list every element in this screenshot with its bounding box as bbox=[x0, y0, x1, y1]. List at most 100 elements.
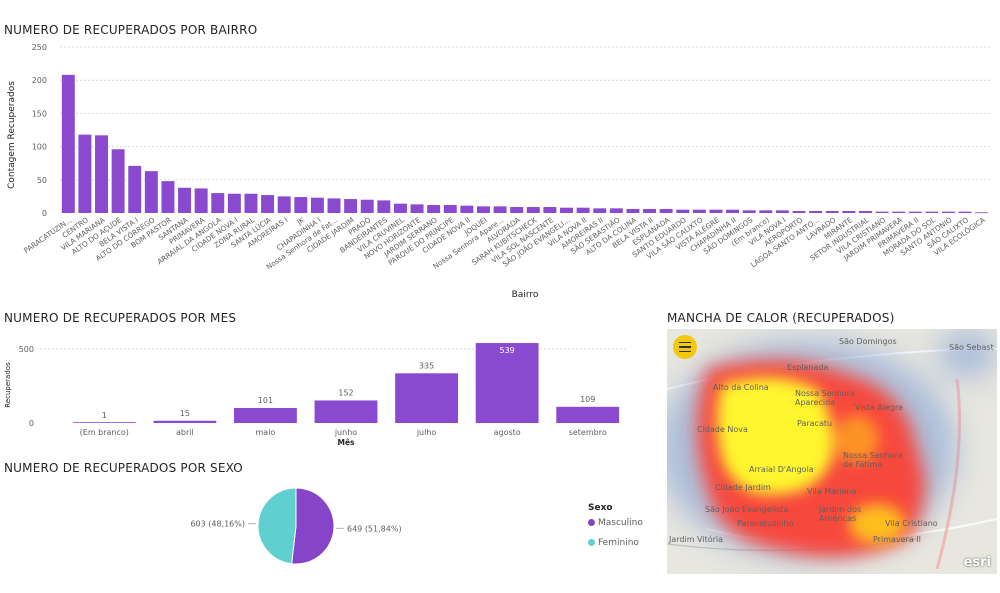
bar[interactable] bbox=[111, 149, 125, 213]
legend-dot-icon bbox=[588, 539, 595, 546]
map-label: Arraial D'Angola bbox=[749, 465, 814, 474]
bar[interactable] bbox=[942, 211, 955, 213]
esri-logo: esri bbox=[963, 555, 991, 570]
bar[interactable] bbox=[144, 171, 158, 213]
bar[interactable] bbox=[194, 188, 208, 213]
x-tick-label: junho bbox=[334, 428, 357, 437]
map-label: Cidade Nova bbox=[697, 425, 748, 434]
bar[interactable] bbox=[709, 209, 723, 213]
bar[interactable] bbox=[958, 211, 972, 213]
bar[interactable] bbox=[858, 211, 872, 213]
bar[interactable] bbox=[475, 343, 539, 423]
bar[interactable] bbox=[825, 211, 839, 213]
bar[interactable] bbox=[261, 195, 275, 213]
bar[interactable] bbox=[360, 199, 374, 213]
legend-label: Masculino bbox=[598, 518, 643, 528]
bar[interactable] bbox=[344, 199, 358, 213]
bar[interactable] bbox=[593, 208, 607, 213]
y-tick-label: 200 bbox=[32, 76, 47, 85]
bar[interactable] bbox=[477, 206, 490, 213]
bar[interactable] bbox=[510, 207, 524, 213]
bar[interactable] bbox=[560, 207, 573, 213]
legend-item-feminino[interactable]: Feminino bbox=[588, 538, 639, 548]
bar[interactable] bbox=[327, 198, 341, 213]
x-tick-label: (Em branco) bbox=[80, 428, 129, 437]
bar[interactable] bbox=[775, 210, 789, 213]
bar[interactable] bbox=[95, 135, 108, 213]
bar[interactable] bbox=[427, 205, 441, 213]
bar[interactable] bbox=[908, 211, 922, 213]
bar[interactable] bbox=[493, 206, 507, 213]
data-label: 101 bbox=[258, 396, 273, 405]
bar[interactable] bbox=[925, 211, 939, 213]
bar[interactable] bbox=[975, 212, 989, 214]
map-menu-button[interactable] bbox=[673, 335, 697, 359]
map-label: São João Evangelista bbox=[705, 505, 789, 514]
bar[interactable] bbox=[659, 209, 673, 213]
bar[interactable] bbox=[377, 200, 391, 213]
bar[interactable] bbox=[692, 209, 706, 213]
bar[interactable] bbox=[294, 197, 308, 213]
map-label: São Domingos bbox=[839, 337, 897, 346]
bairro-bar-chart[interactable]: 050100150200250PARACATUZIN...CENTROVILA … bbox=[0, 0, 1000, 300]
x-axis-title: Bairro bbox=[512, 290, 539, 300]
bar[interactable] bbox=[443, 205, 457, 213]
bar[interactable] bbox=[277, 196, 291, 213]
bar[interactable] bbox=[892, 211, 906, 213]
bar[interactable] bbox=[227, 193, 241, 213]
bar[interactable] bbox=[875, 211, 889, 213]
bar[interactable] bbox=[842, 211, 856, 213]
bar[interactable] bbox=[314, 400, 378, 423]
bar[interactable] bbox=[78, 134, 92, 213]
sexo-pie-chart[interactable]: 649 (51,84%) 603 (48,16%) bbox=[0, 478, 580, 588]
map-label: Esplanada bbox=[787, 363, 829, 372]
bar[interactable] bbox=[676, 209, 690, 213]
bar[interactable] bbox=[809, 211, 823, 213]
x-tick-label: maio bbox=[256, 428, 276, 437]
data-label: 109 bbox=[580, 395, 595, 404]
bar[interactable] bbox=[61, 74, 75, 213]
bar[interactable] bbox=[128, 165, 142, 213]
bar[interactable] bbox=[410, 204, 424, 213]
y-tick-label: 100 bbox=[32, 143, 47, 152]
bar[interactable] bbox=[526, 207, 540, 213]
x-tick-label: agosto bbox=[494, 428, 521, 437]
bar[interactable] bbox=[153, 420, 217, 423]
bar[interactable] bbox=[460, 205, 474, 213]
bar[interactable] bbox=[556, 406, 620, 423]
data-label: 335 bbox=[419, 361, 434, 370]
sexo-chart-title: NUMERO DE RECUPERADOS POR SEXO bbox=[4, 461, 243, 475]
pie-data-label: 603 (48,16%) bbox=[190, 520, 245, 529]
bar[interactable] bbox=[643, 209, 657, 213]
pie-slice-masculino[interactable] bbox=[291, 487, 335, 565]
bar[interactable] bbox=[576, 207, 590, 213]
bar[interactable] bbox=[72, 422, 136, 423]
bar[interactable] bbox=[609, 208, 623, 213]
bar[interactable] bbox=[234, 408, 297, 423]
x-tick-label: setembro bbox=[569, 428, 607, 437]
map-label: Cidade Jardim bbox=[715, 483, 771, 492]
bar[interactable] bbox=[161, 181, 175, 213]
legend-item-masculino[interactable]: Masculino bbox=[588, 518, 643, 528]
bar[interactable] bbox=[211, 193, 225, 213]
data-label: 1 bbox=[102, 411, 107, 420]
bar[interactable] bbox=[759, 210, 773, 213]
bar[interactable] bbox=[726, 209, 740, 213]
bar[interactable] bbox=[742, 210, 756, 213]
bairro-chart-title: NUMERO DE RECUPERADOS POR BAIRRO bbox=[4, 23, 258, 37]
map-label: São Sebast bbox=[949, 343, 994, 352]
mes-bar-chart[interactable]: 0 500 1 (Em branco) 15 abril 101 maio 152 junho 33… bbox=[0, 320, 660, 460]
bar[interactable] bbox=[626, 209, 640, 213]
bar[interactable] bbox=[310, 197, 324, 213]
bar[interactable] bbox=[393, 203, 407, 213]
pie-slice-feminino[interactable] bbox=[257, 487, 297, 565]
x-tick-label: JK bbox=[294, 215, 306, 227]
bar[interactable] bbox=[244, 193, 258, 213]
heatmap-map[interactable]: São Domingos São Sebast Alto da Colina E… bbox=[667, 329, 997, 574]
bar[interactable] bbox=[178, 187, 192, 213]
bar[interactable] bbox=[543, 207, 557, 213]
bar[interactable] bbox=[792, 211, 806, 213]
y-tick-label: 500 bbox=[19, 345, 34, 354]
y-axis-title: Recuperados bbox=[4, 362, 12, 408]
bar[interactable] bbox=[395, 373, 458, 423]
